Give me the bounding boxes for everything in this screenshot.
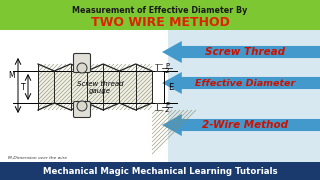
Text: T: T	[21, 82, 25, 91]
Text: 2: 2	[165, 107, 169, 112]
FancyBboxPatch shape	[38, 71, 152, 103]
Circle shape	[77, 63, 87, 73]
FancyBboxPatch shape	[74, 102, 91, 118]
Text: M-Dimension over the wire: M-Dimension over the wire	[8, 156, 67, 160]
Text: Screw thread
gauge: Screw thread gauge	[77, 80, 123, 93]
Circle shape	[77, 101, 87, 111]
Text: Screw Thread: Screw Thread	[205, 47, 285, 57]
Text: Mechanical Magic Mechanical Learning Tutorials: Mechanical Magic Mechanical Learning Tut…	[43, 166, 277, 176]
Text: P: P	[165, 62, 169, 69]
FancyBboxPatch shape	[0, 14, 320, 162]
Text: P: P	[165, 102, 169, 107]
Polygon shape	[162, 72, 320, 94]
Text: TWO WIRE METHOD: TWO WIRE METHOD	[91, 15, 229, 28]
Text: 2: 2	[165, 68, 169, 73]
Polygon shape	[162, 114, 320, 136]
FancyBboxPatch shape	[0, 30, 168, 162]
Text: E: E	[168, 82, 174, 91]
Text: M: M	[9, 71, 15, 80]
Polygon shape	[162, 41, 320, 63]
Text: 2-Wire Method: 2-Wire Method	[202, 120, 288, 130]
FancyBboxPatch shape	[0, 0, 320, 30]
FancyBboxPatch shape	[74, 53, 91, 73]
Text: Effective Diameter: Effective Diameter	[195, 78, 295, 87]
Text: Measurement of Effective Diameter By: Measurement of Effective Diameter By	[72, 6, 248, 15]
FancyBboxPatch shape	[0, 162, 320, 180]
